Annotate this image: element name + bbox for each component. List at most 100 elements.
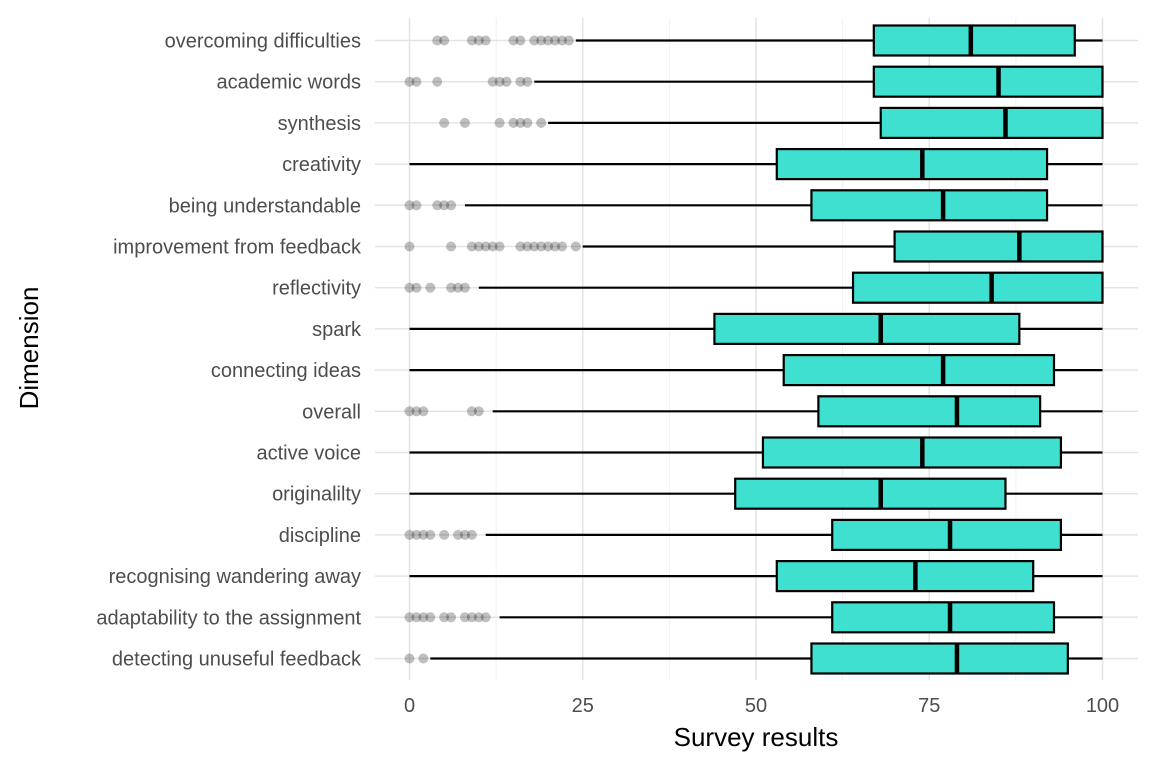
category-label: reflectivity [272, 278, 361, 300]
outlier-point [432, 200, 443, 211]
outlier-point [404, 612, 415, 623]
outlier-point [508, 117, 519, 128]
outlier-point [487, 76, 498, 87]
outlier-point [473, 35, 484, 46]
outlier-point [446, 241, 457, 252]
outlier-point [439, 35, 450, 46]
outlier-point [550, 241, 561, 252]
outlier-point [473, 241, 484, 252]
category-label: connecting ideas [211, 360, 361, 382]
category-label: discipline [279, 525, 361, 547]
outlier-point [439, 200, 450, 211]
outlier-point [522, 117, 533, 128]
category-label: academic words [216, 72, 361, 94]
outlier-point [404, 241, 415, 252]
iqr-box [810, 642, 1069, 675]
outlier-point [439, 612, 450, 623]
category-label: creativity [282, 154, 361, 176]
outlier-point [466, 612, 477, 623]
outlier-point [453, 529, 464, 540]
iqr-box [879, 106, 1104, 140]
outlier-point [543, 241, 554, 252]
outlier-point [473, 612, 484, 623]
outlier-point [404, 200, 415, 211]
category-label: originalilty [272, 484, 361, 506]
outlier-point [466, 35, 477, 46]
outlier-point [411, 282, 422, 293]
outlier-point [494, 241, 505, 252]
outlier-layer [404, 35, 581, 664]
outlier-point [480, 241, 491, 252]
outlier-point [418, 529, 429, 540]
iqr-box [761, 436, 1063, 469]
outlier-point [570, 241, 581, 252]
outlier-point [508, 35, 519, 46]
iqr-box [782, 354, 1056, 387]
category-label: active voice [257, 443, 362, 465]
x-tick-label: 0 [404, 695, 415, 717]
outlier-point [487, 241, 498, 252]
x-tick-label: 50 [745, 695, 767, 717]
x-tick-label: 75 [918, 695, 940, 717]
outlier-point [446, 282, 457, 293]
iqr-box [817, 395, 1042, 428]
outlier-point [494, 76, 505, 87]
outlier-point [418, 406, 429, 417]
outlier-point [529, 241, 540, 252]
outlier-point [404, 76, 415, 87]
outlier-point [404, 406, 415, 417]
outlier-point [411, 76, 422, 87]
outlier-point [515, 241, 526, 252]
outlier-point [404, 282, 415, 293]
outlier-point [543, 35, 554, 46]
outlier-point [432, 76, 443, 87]
outlier-point [446, 200, 457, 211]
outlier-point [411, 406, 422, 417]
outlier-point [459, 529, 470, 540]
outlier-point [536, 35, 547, 46]
outlier-point [459, 282, 470, 293]
iqr-box [713, 312, 1021, 345]
iqr-box [872, 65, 1104, 98]
outlier-point [480, 35, 491, 46]
outlier-point [418, 653, 429, 664]
iqr-box [872, 24, 1076, 57]
box-layer [713, 24, 1104, 675]
outlier-point [550, 35, 561, 46]
outlier-point [459, 612, 470, 623]
outlier-point [411, 200, 422, 211]
outlier-point [411, 612, 422, 623]
outlier-point [432, 35, 443, 46]
category-label: adaptability to the assignment [96, 607, 361, 629]
iqr-box [893, 230, 1104, 263]
category-label: overall [302, 401, 361, 423]
outlier-point [536, 117, 547, 128]
iqr-box [775, 148, 1049, 181]
outlier-point [446, 612, 457, 623]
outlier-point [459, 117, 470, 128]
x-tick-label: 100 [1086, 695, 1119, 717]
outlier-point [522, 241, 533, 252]
y-axis-title: Dimension [14, 287, 44, 410]
outlier-point [425, 612, 436, 623]
category-label: improvement from feedback [113, 237, 362, 259]
outlier-point [522, 76, 533, 87]
outlier-point [556, 35, 567, 46]
outlier-point [453, 282, 464, 293]
whisker-layer [409, 39, 1103, 660]
x-axis-title: Survey results [674, 722, 839, 752]
outlier-point [494, 117, 505, 128]
outlier-point [425, 529, 436, 540]
outlier-point [515, 117, 526, 128]
outlier-point [411, 529, 422, 540]
outlier-point [473, 406, 484, 417]
x-tick-label: 25 [572, 695, 594, 717]
iqr-box [831, 601, 1056, 634]
category-label: being understandable [169, 195, 361, 217]
outlier-point [563, 35, 574, 46]
outlier-point [466, 241, 477, 252]
outlier-point [515, 76, 526, 87]
iqr-box [810, 189, 1049, 222]
label-layer: overcoming difficulties academic words syn… [96, 31, 362, 671]
